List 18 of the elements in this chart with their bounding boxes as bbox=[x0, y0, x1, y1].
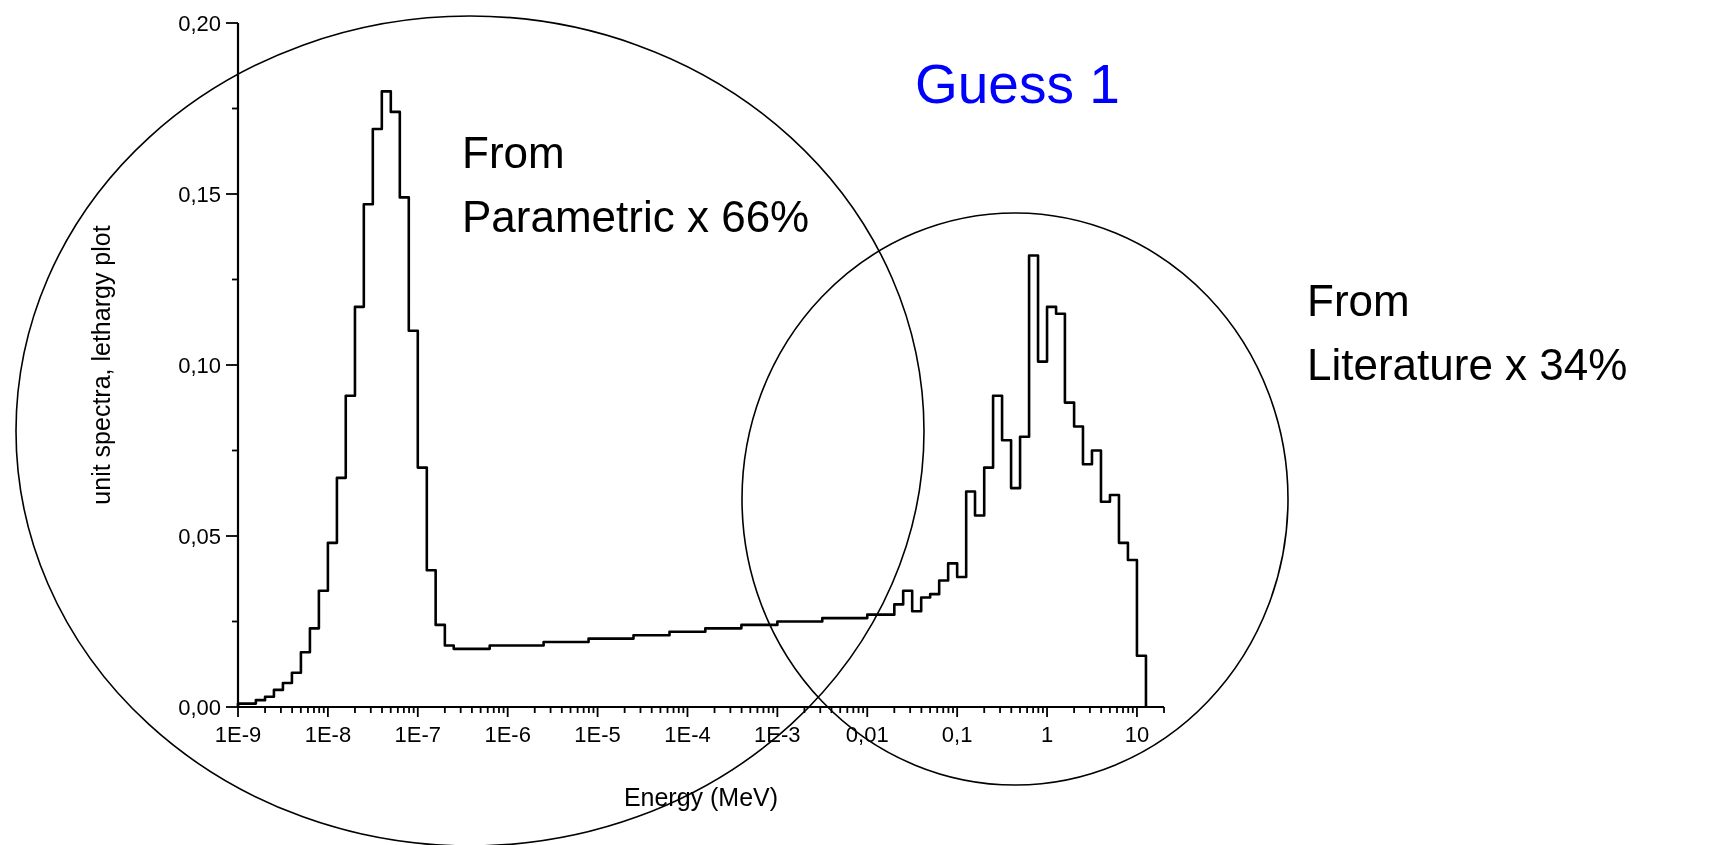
x-tick-label: 0,1 bbox=[941, 722, 973, 747]
x-tick-label: 10 bbox=[1124, 722, 1150, 747]
x-tick-label: 1E-5 bbox=[574, 722, 621, 747]
y-axis-title: unit spectra, lethargy plot bbox=[87, 225, 115, 505]
x-tick-label: 1E-9 bbox=[214, 722, 262, 747]
x-tick-label: 1E-8 bbox=[304, 722, 352, 747]
y-tick-label: 0,05 bbox=[178, 524, 221, 549]
y-tick-label: 0,00 bbox=[178, 695, 221, 720]
x-tick-label: 1E-6 bbox=[484, 722, 531, 747]
annotation: From Parametric x 66% bbox=[462, 128, 810, 241]
text: From Literature x 34% bbox=[1307, 276, 1628, 389]
y-tick-label: 0,10 bbox=[178, 353, 221, 378]
x-tick-label: 1E-4 bbox=[664, 722, 711, 747]
x-tick-label: 1E-7 bbox=[394, 722, 442, 747]
y-tick-label: 0,20 bbox=[178, 11, 221, 36]
x-tick-label: 1 bbox=[1040, 722, 1054, 747]
annotation: Guess 1 bbox=[915, 53, 1120, 115]
y-tick-label: 0,15 bbox=[178, 182, 221, 207]
